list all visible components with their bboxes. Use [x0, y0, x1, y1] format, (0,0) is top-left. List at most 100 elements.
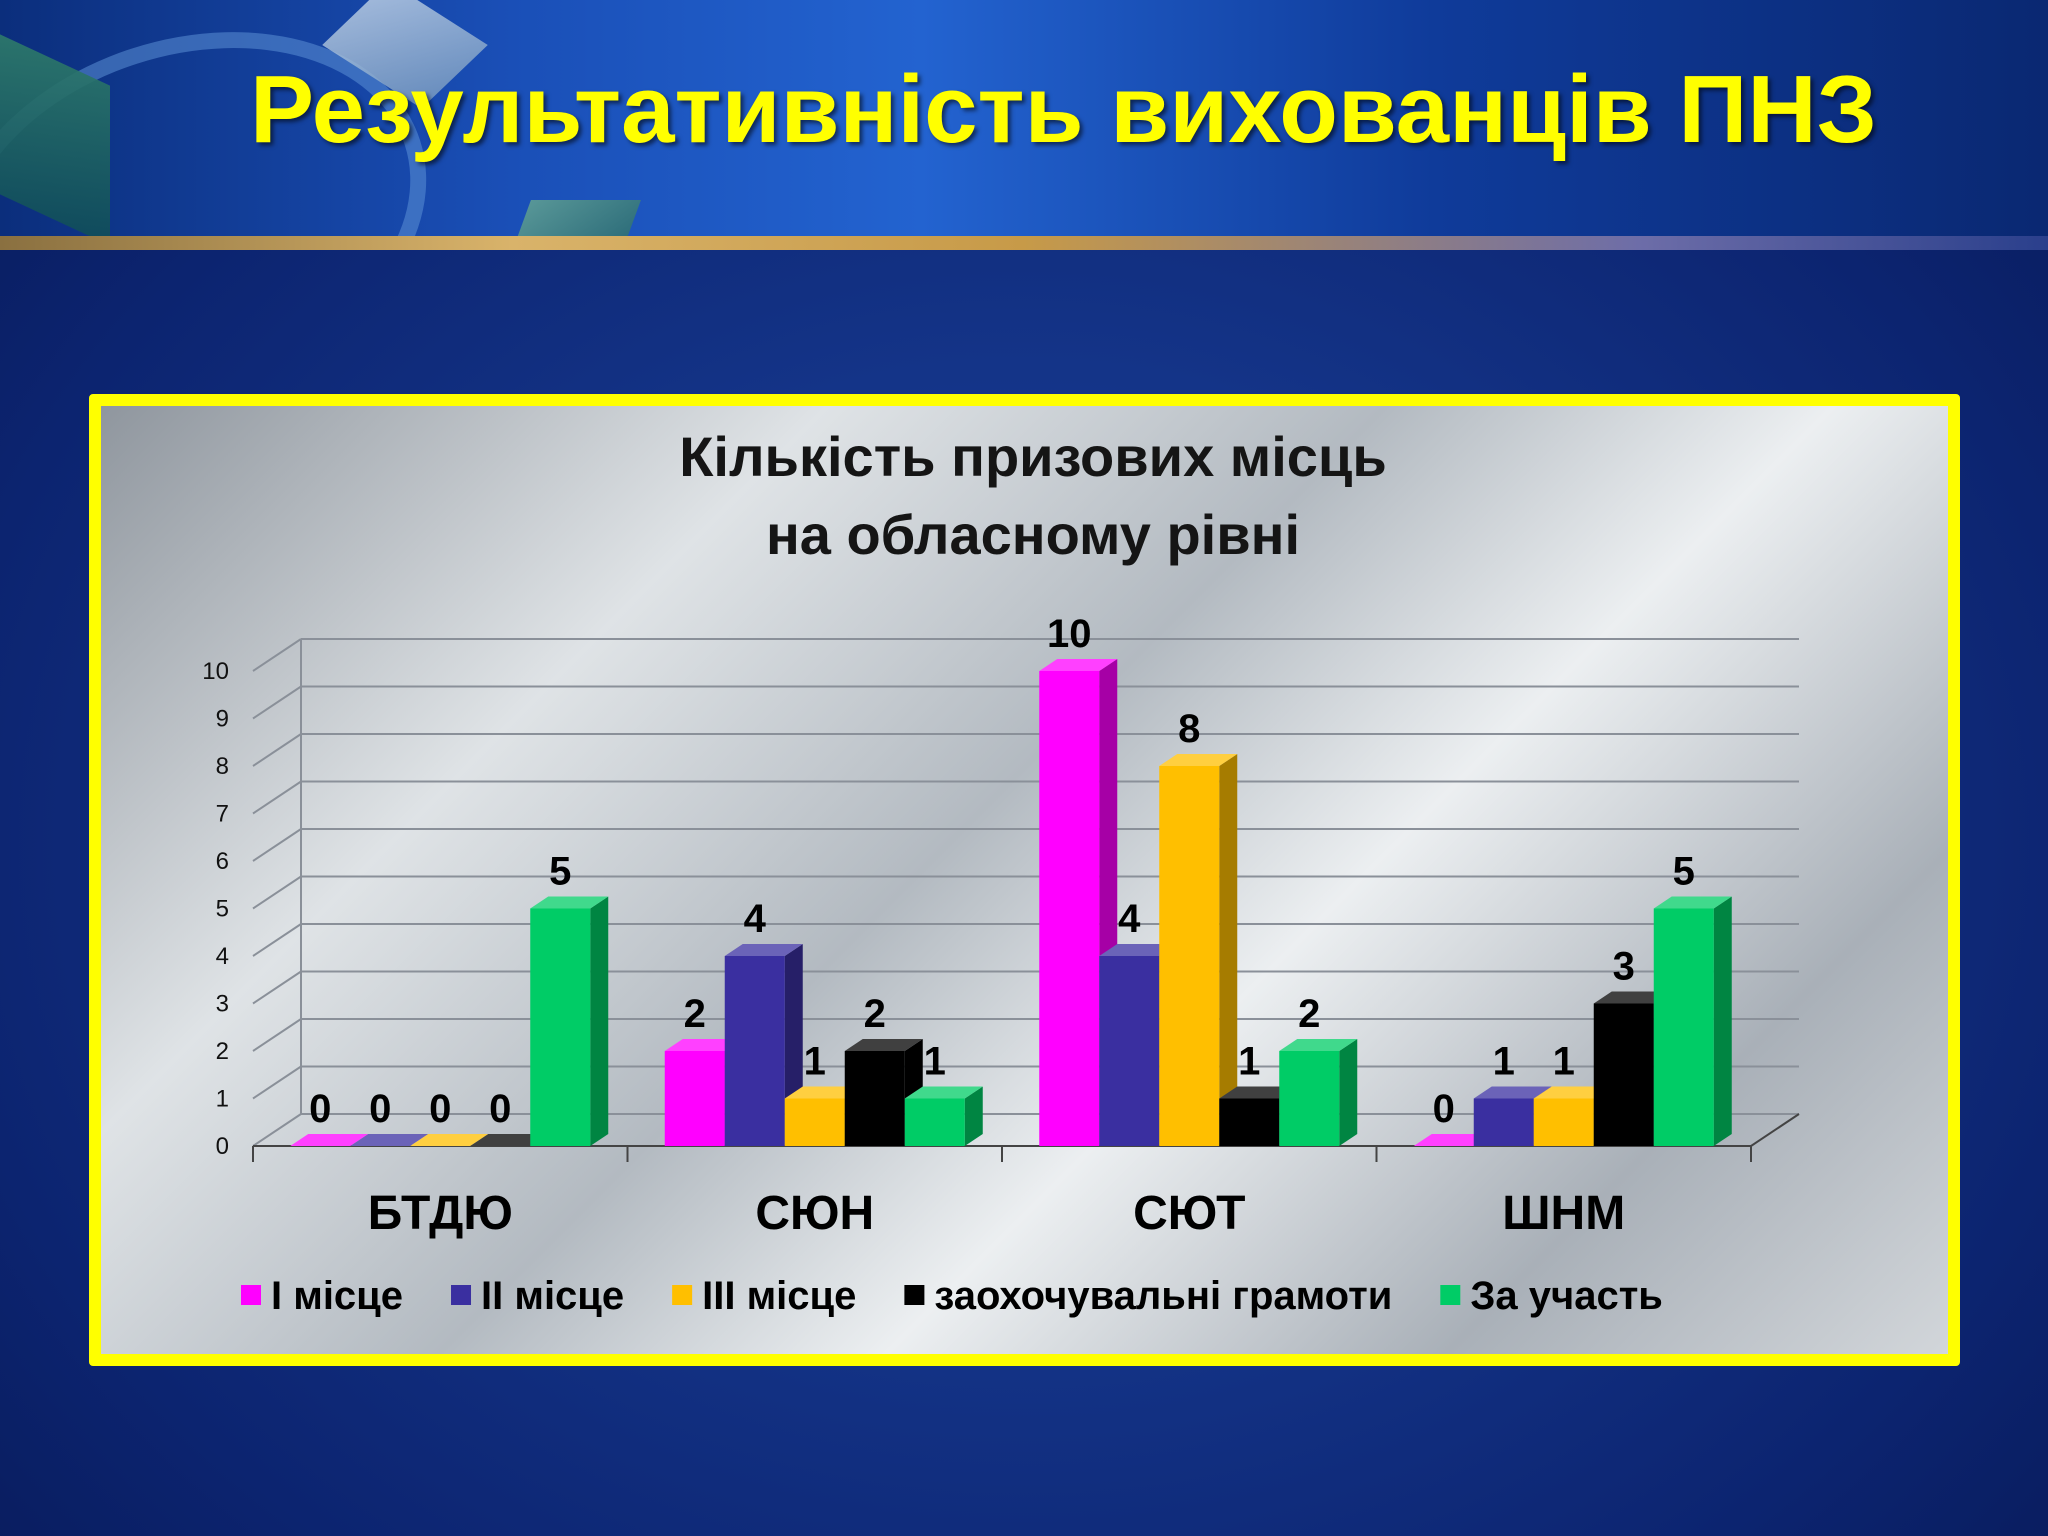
- legend-label: III місце: [702, 1274, 856, 1318]
- gridline-depth: [252, 923, 302, 957]
- bar-2-5: [904, 1086, 983, 1146]
- gridline-depth: [252, 828, 302, 862]
- bar-side: [590, 896, 609, 1146]
- bar-1-1: [290, 1134, 369, 1146]
- bar-side: [1339, 1039, 1358, 1146]
- data-label: 2: [864, 992, 886, 1036]
- x-category-label: СЮТ: [1133, 1187, 1245, 1240]
- chart-title-line-2: на обласному рівні: [766, 503, 1300, 566]
- y-tick-label: 10: [202, 658, 229, 685]
- bar-front: [1159, 766, 1220, 1146]
- bar-3-3: [1159, 754, 1238, 1146]
- legend-swatch: [672, 1285, 693, 1305]
- chart-panel: Кількість призових місць на обласному рі…: [89, 394, 1960, 1366]
- bar-1-4: [470, 1134, 549, 1146]
- legend-label: заохочувальні грамоти: [934, 1274, 1392, 1318]
- y-tick-label: 1: [216, 1086, 229, 1113]
- data-label: 2: [1298, 992, 1320, 1036]
- gridline-depth: [252, 970, 302, 1005]
- bar-front: [1473, 1098, 1534, 1146]
- gridline-depth: [252, 1113, 302, 1147]
- bar-side: [964, 1086, 983, 1146]
- data-label: 1: [804, 1040, 826, 1084]
- bar-top: [530, 896, 609, 909]
- bar-top: [1413, 1134, 1492, 1146]
- bar-top: [1039, 659, 1118, 671]
- y-tick-label: 4: [216, 943, 229, 970]
- bar-side: [1219, 754, 1238, 1146]
- gridline-depth: [252, 780, 302, 815]
- bar-chart: Кількість призових місць на обласному рі…: [202, 425, 1800, 1318]
- bar-top: [350, 1134, 429, 1146]
- bar-top: [1159, 754, 1238, 766]
- y-axis-ticks: 0 1 2 3 4 5 6 7 8 9 10: [202, 658, 229, 1160]
- legend-label: За участь: [1470, 1274, 1663, 1318]
- y-tick-label: 3: [216, 991, 229, 1018]
- chart-title-line-1: Кількість призових місць: [679, 425, 1387, 488]
- data-label: 5: [1673, 850, 1695, 894]
- bar-top: [1099, 944, 1178, 956]
- data-label: 10: [1047, 612, 1092, 656]
- legend-swatch: [451, 1285, 472, 1305]
- data-label: 0: [1433, 1087, 1455, 1131]
- header-divider-bar: [0, 236, 2048, 250]
- slide-title: Результативність вихованців ПНЗ: [250, 56, 1877, 163]
- data-label: 3: [1613, 945, 1635, 989]
- x-axis-labels: БТДЮ СЮН СЮТ ШНМ: [368, 1187, 1626, 1240]
- y-tick-label: 2: [216, 1038, 229, 1065]
- bar-front: [530, 908, 591, 1146]
- bar-front: [904, 1098, 965, 1146]
- y-tick-label: 6: [216, 848, 229, 875]
- bar-front: [724, 956, 785, 1146]
- bar-4-5: [1653, 896, 1732, 1146]
- gridline-depth: [252, 638, 302, 672]
- bar-top: [1653, 896, 1732, 909]
- bar-side: [1713, 896, 1732, 1146]
- gridline-depth: [252, 733, 302, 767]
- gridline-depth: [252, 875, 302, 910]
- data-label: 2: [684, 992, 706, 1036]
- data-label: 1: [924, 1040, 946, 1084]
- data-label: 0: [369, 1087, 391, 1131]
- bar-top: [724, 944, 803, 956]
- bar-front: [784, 1098, 845, 1146]
- data-label: 4: [744, 897, 767, 941]
- bar-top: [1473, 1086, 1552, 1099]
- bar-front: [1219, 1098, 1280, 1146]
- bar-1-2: [350, 1134, 429, 1146]
- bar-1-3: [410, 1134, 489, 1146]
- bar-front: [664, 1051, 725, 1146]
- data-label: 1: [1553, 1040, 1575, 1084]
- bar-front: [1099, 956, 1160, 1146]
- bar-top: [410, 1134, 489, 1146]
- bar-front: [1653, 908, 1714, 1146]
- data-label: 4: [1118, 897, 1141, 941]
- x-category-label: БТДЮ: [368, 1187, 513, 1240]
- legend-swatch: [1440, 1285, 1461, 1305]
- bar-3-5: [1279, 1039, 1358, 1146]
- data-label: 0: [309, 1087, 331, 1131]
- y-tick-label: 7: [216, 801, 229, 828]
- gridline-depth: [252, 1018, 302, 1052]
- bar-4-1: [1413, 1134, 1492, 1146]
- bar-top: [1593, 991, 1672, 1004]
- data-label: 0: [429, 1087, 451, 1131]
- y-tick-label: 0: [216, 1133, 229, 1160]
- bar-top: [1533, 1086, 1612, 1099]
- bar-front: [1039, 671, 1100, 1146]
- x-axis-depth: [1750, 1113, 1800, 1147]
- legend-label: II місце: [481, 1274, 624, 1318]
- data-label: 1: [1493, 1040, 1515, 1084]
- bar-top: [1279, 1039, 1358, 1051]
- x-category-label: СЮН: [755, 1187, 874, 1240]
- bar-top: [844, 1039, 923, 1051]
- bar-1-5: [530, 896, 609, 1146]
- gridline-depth: [252, 685, 302, 720]
- bar-front: [1593, 1003, 1654, 1146]
- data-label: 0: [489, 1087, 511, 1131]
- slide-header: Результативність вихованців ПНЗ: [0, 0, 2048, 250]
- data-label: 1: [1238, 1040, 1260, 1084]
- bar-top: [1219, 1086, 1298, 1099]
- bar-top: [470, 1134, 549, 1146]
- legend-swatch: [904, 1285, 925, 1305]
